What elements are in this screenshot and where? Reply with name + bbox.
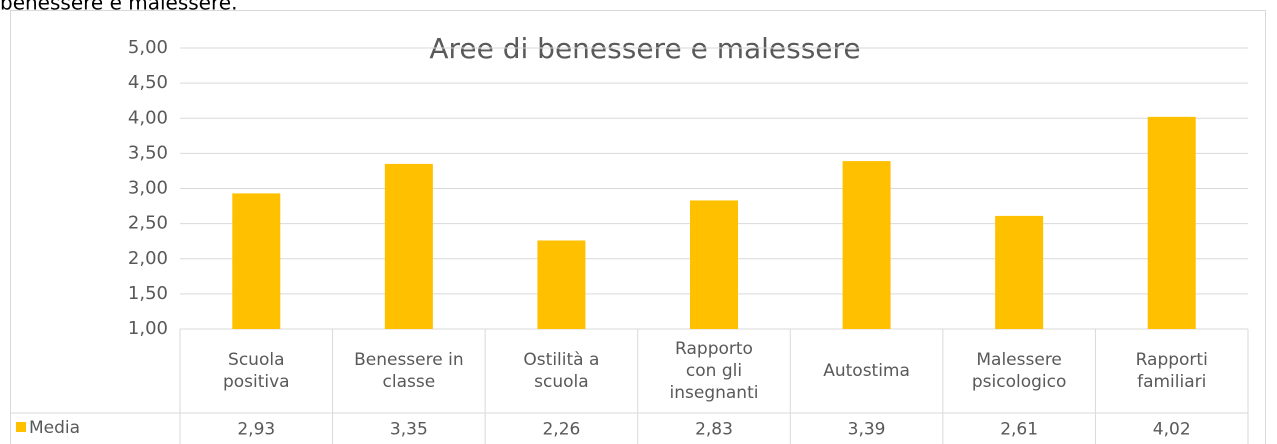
- y-tick-label: 4,50: [128, 72, 168, 93]
- y-tick-label: 4,00: [128, 107, 168, 128]
- bar: [232, 193, 281, 329]
- value-label: 4,02: [1153, 420, 1191, 440]
- y-tick-label: 1,00: [128, 318, 168, 339]
- value-label: 2,93: [237, 420, 275, 440]
- bar: [1147, 116, 1196, 329]
- legend-key: [16, 422, 26, 432]
- x-tick-label: Ostilità a scuola: [523, 350, 599, 392]
- x-tick-label: Rapporto con gli insegnanti: [670, 339, 759, 403]
- value-label: 2,26: [542, 420, 580, 440]
- x-tick-label: Scuola positiva: [223, 350, 290, 392]
- caption: benessere e malessere.: [0, 0, 237, 15]
- y-tick-label: 3,50: [128, 142, 168, 163]
- x-tick-label: Malessere psicologico: [972, 350, 1067, 392]
- x-tick-label: Autostima: [823, 361, 910, 381]
- value-label: 2,61: [1000, 420, 1038, 440]
- x-tick-label: Rapporti familiari: [1136, 350, 1208, 392]
- value-label: 2,83: [695, 420, 733, 440]
- y-tick-label: 2,00: [128, 248, 168, 269]
- y-tick-label: 2,50: [128, 213, 168, 234]
- y-tick-label: 1,50: [128, 283, 168, 304]
- y-tick-label: 3,00: [128, 178, 168, 199]
- bar: [690, 200, 738, 329]
- y-tick-label: 5,00: [128, 37, 168, 58]
- bar: [995, 215, 1044, 329]
- bar: [384, 163, 433, 329]
- bar: [537, 240, 586, 329]
- value-label: 3,35: [390, 420, 428, 440]
- value-label: 3,39: [848, 420, 886, 440]
- bar: [842, 161, 891, 329]
- x-tick-label: Benessere in classe: [354, 350, 464, 392]
- legend-label: Media: [29, 418, 80, 438]
- chart-border: [10, 10, 1266, 444]
